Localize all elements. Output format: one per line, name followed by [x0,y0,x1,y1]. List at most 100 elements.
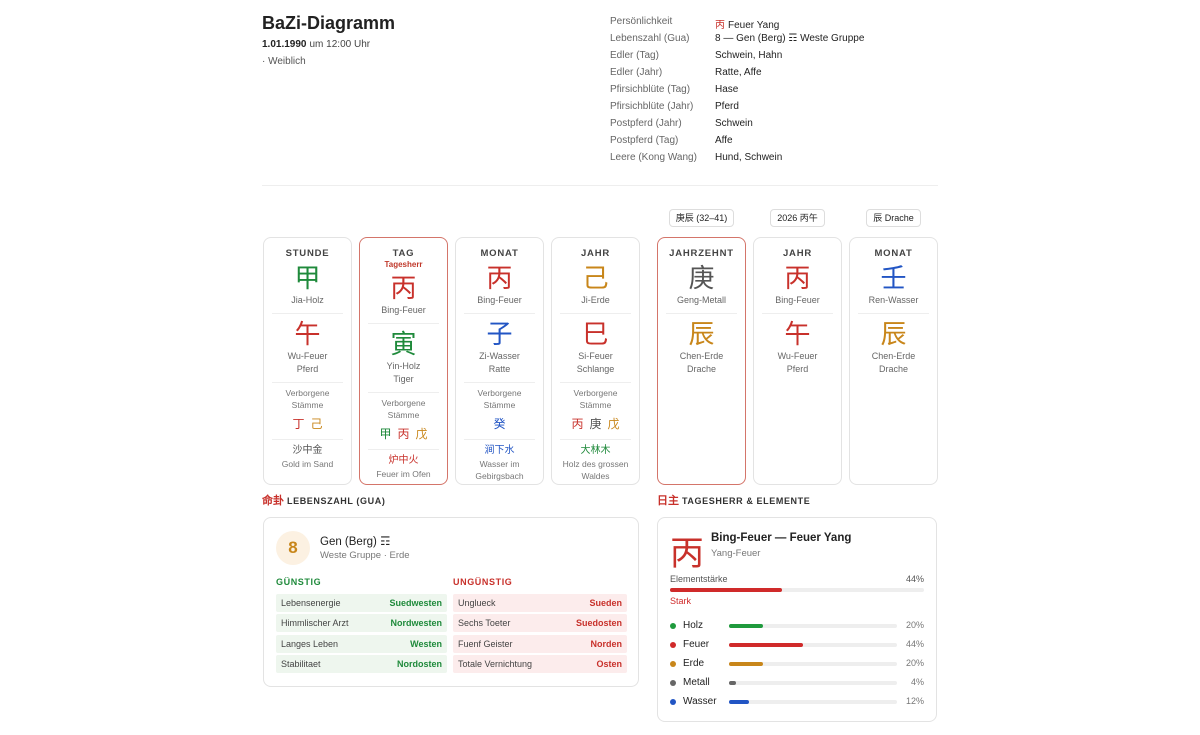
strength-label: Elementstärke [670,574,728,584]
stem-name: Bing-Feuer [477,295,522,305]
gua-group: Weste Gruppe · Erde [320,550,410,561]
hidden-char: 丙 [397,427,410,441]
element-name: Erde [683,658,705,669]
gua-heading-char: 命卦 [262,494,284,507]
direction-name: Unglueck [458,598,496,608]
element-track [729,662,897,666]
element-value: 20% [905,658,924,668]
profile-value: Hund, Schwein [715,152,782,163]
direction-value: Westen [410,638,442,649]
strength-level: Stark [670,596,692,606]
hidden-char: 丁 [292,417,305,431]
profile-text: Affe [715,135,733,146]
direction-name: Langes Leben [281,638,339,649]
hidden-section: Verborgene Stämme 丙庚戊 [560,382,631,433]
nayin-text: Feuer im Ofen [376,469,431,479]
element-value: 44% [905,639,924,649]
profile-text: Schwein [715,118,753,129]
hidden-label: Verborgene Stämme [573,388,618,410]
pillar-card: JAHR 丙 Bing-Feuer 午 Wu-Feuer Pferd [753,237,842,485]
direction-row: Sechs Toeter Suedosten [453,614,627,633]
pillar-title: MONAT [874,248,913,259]
direction-name: Stabilitaet [281,658,321,669]
profile-text: Hase [715,84,739,95]
element-track [729,681,897,685]
branch-char: 巳 [582,320,609,350]
day-master-subtitle: Yang-Feuer [711,548,761,559]
day-master-heading-char: 日主 [657,494,679,507]
element-dot [670,642,676,648]
element-bar [729,700,750,704]
branch-animal: Tiger [393,374,414,384]
branch-name: Si-Feuer [578,351,613,361]
element-value: 12% [905,696,924,706]
luck-tag: 2026 丙午 [753,209,842,227]
element-bar [729,624,763,628]
hidden-char: 戊 [415,427,428,441]
gua-heading: 命卦 LEBENSZAHL (GUA) [262,494,385,508]
pillar-title: MONAT [480,248,519,259]
strength-track [670,588,924,592]
direction-title: GÜNSTIG [276,577,322,587]
gender: · Weiblich [262,56,306,67]
stem-char: 己 [582,264,609,294]
element-dot [670,661,676,667]
nayin-char: 大林木 [580,445,611,456]
profile-label: Edler (Tag) [610,50,659,61]
element-dot [670,699,676,705]
hidden-chars: 癸 [464,415,535,433]
direction-name: Fuenf Geister [458,638,513,649]
profile-value: 8 — Gen (Berg) ☶ Weste Gruppe [715,33,864,44]
day-master-char: 丙 [670,534,704,574]
branch-char: 辰 [688,320,715,350]
direction-value: Sueden [589,598,622,608]
element-track [729,700,897,704]
branch-char: 午 [294,320,321,350]
date-line: 1.01.1990 um 12:00 Uhr [262,39,370,50]
pillar-card: JAHR 己 Ji-Erde 巳 Si-Feuer Schlange Verborgene … [551,237,640,485]
branch-char: 寅 [390,330,417,360]
hidden-char: 戊 [607,417,620,431]
branch-char: 辰 [880,320,907,350]
direction-value: Suedosten [575,618,622,629]
pillar-card: TAG Tagesherr 丙 Bing-Feuer 寅 Yin-Holz Tiger Ver… [359,237,448,485]
hidden-char: 己 [310,417,323,431]
hidden-section: Verborgene Stämme 丁己 [272,382,343,433]
day-master-card: 丙 Bing-Feuer — Feuer Yang Yang-Feuer Elemen… [657,517,937,722]
direction-name: Himmlischer Arzt [281,618,349,629]
hidden-char: 甲 [379,427,392,441]
hidden-char: 癸 [493,417,506,431]
gua-card: 8 Gen (Berg) ☶ Weste Gruppe · Erde GÜNSTIG L… [263,517,639,687]
branch-section: 辰 Chen-Erde Drache [858,313,929,376]
hidden-section: Verborgene Stämme 甲丙戊 [368,392,439,443]
profile-text: Ratte, Affe [715,67,762,78]
hidden-label: Verborgene Stämme [285,388,330,410]
stem-name: Ren-Wasser [868,295,919,305]
nayin-section: 沙中金 Gold im Sand [272,439,343,470]
luck-tag-text: 庚辰 (32–41) [668,209,735,227]
hidden-label: Verborgene Stämme [381,398,426,420]
profile-label: Pfirsichblüte (Tag) [610,84,691,95]
profile-text: Hund, Schwein [715,152,783,163]
pillar-sub: Tagesherr [384,260,423,269]
strength-bar [670,588,782,592]
profile-label: Leere (Kong Wang) [610,152,697,163]
profile-label: Pfirsichblüte (Jahr) [610,101,694,112]
direction-title: UNGÜNSTIG [453,577,513,587]
direction-name: Totale Vernichtung [458,658,533,669]
branch-section: 巳 Si-Feuer Schlange [560,313,631,376]
profile-value: 丙 Feuer Yang [715,16,779,31]
element-track [729,643,897,647]
element-value: 20% [905,620,924,630]
branch-section: 子 Zi-Wasser Ratte [464,313,535,376]
date: 1.01.1990 [262,39,307,50]
nayin-section: 涧下水 Wasser im Gebirgsbach [464,439,535,482]
branch-name: Wu-Feuer [777,351,818,361]
branch-animal: Pferd [296,364,319,374]
branch-section: 寅 Yin-Holz Tiger [368,323,439,386]
profile-text: Pferd [715,101,739,112]
nayin-text: Gold im Sand [281,459,334,469]
element-name: Feuer [683,639,710,650]
profile-text: Feuer Yang [728,20,780,31]
